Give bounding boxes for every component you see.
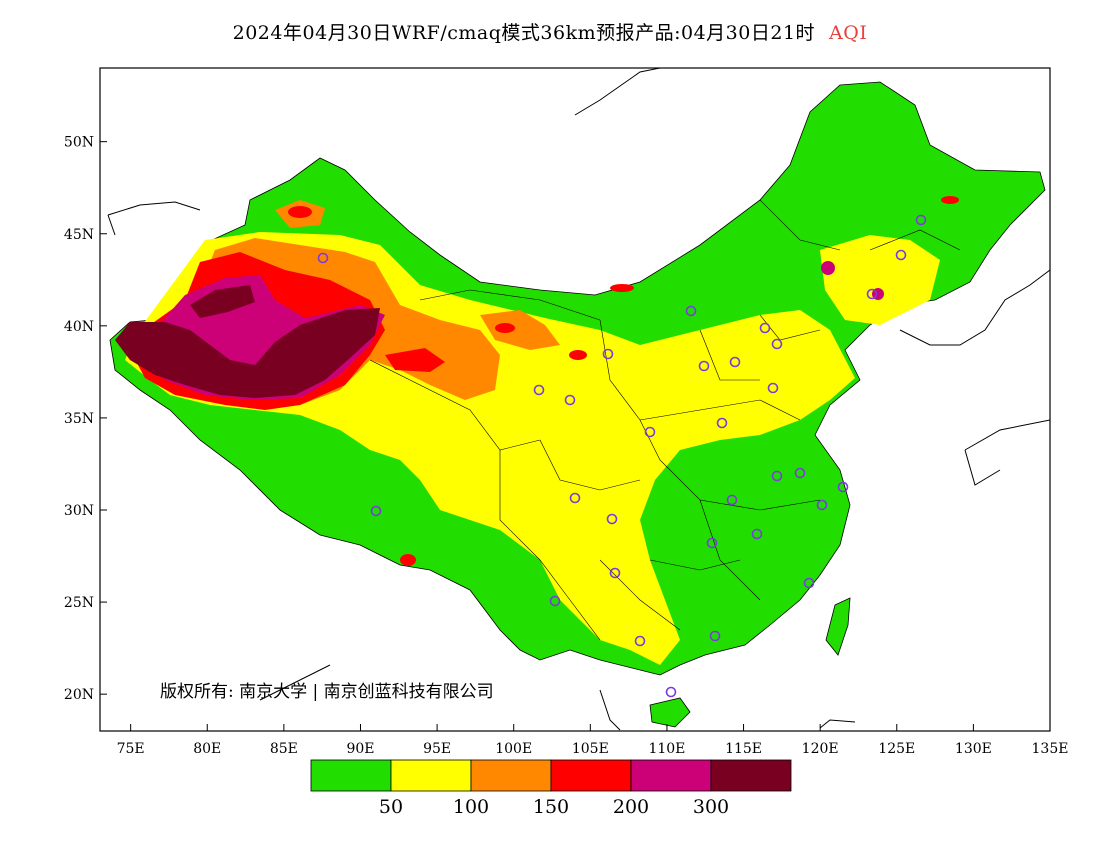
city-marker: [915, 214, 927, 226]
legend-threshold-label: 200: [613, 796, 649, 818]
legend-swatch: [630, 759, 712, 792]
aqi-hotspot: [400, 554, 416, 566]
city-marker: [709, 630, 721, 642]
aqi-hotspot: [495, 323, 515, 333]
lat-tick-label: 30N: [64, 503, 94, 519]
aqi-patch-maroon-north: [190, 285, 255, 318]
city-marker: [751, 528, 763, 540]
lon-tick-label: 105E: [572, 741, 609, 757]
legend-threshold-label: 50: [379, 796, 403, 818]
city-marker: [726, 494, 738, 506]
legend-swatch: [390, 759, 472, 792]
city-marker: [533, 384, 545, 396]
lat-tick-label: 40N: [64, 319, 94, 335]
city-markers: [317, 214, 927, 698]
longitude-axis: 75E 80E 85E 90E 95E 100E 105E 110E 115E 120E 125E 1…: [117, 724, 1069, 757]
city-marker: [895, 249, 907, 261]
city-marker: [729, 356, 741, 368]
lon-tick-label: 95E: [423, 741, 451, 757]
city-marker: [634, 635, 646, 647]
city-marker: [602, 348, 614, 360]
lat-tick-label: 20N: [64, 687, 94, 703]
lon-tick-label: 125E: [878, 741, 915, 757]
lat-tick-label: 25N: [64, 595, 94, 611]
lon-tick-label: 90E: [346, 741, 374, 757]
city-marker: [759, 322, 771, 334]
legend-threshold-label: 150: [533, 796, 569, 818]
lon-tick-label: 130E: [955, 741, 992, 757]
lon-tick-label: 110E: [648, 741, 685, 757]
lon-tick-label: 135E: [1032, 741, 1069, 757]
lon-tick-label: 100E: [495, 741, 532, 757]
city-marker: [771, 470, 783, 482]
city-marker: [716, 417, 728, 429]
aqi-hotspot: [569, 350, 587, 360]
legend-swatch: [710, 759, 792, 792]
city-marker: [370, 505, 382, 517]
city-marker: [569, 492, 581, 504]
province-boundaries: [369, 199, 961, 641]
legend-threshold-label: 100: [453, 796, 489, 818]
city-marker: [706, 537, 718, 549]
city-marker: [767, 382, 779, 394]
city-marker: [606, 513, 618, 525]
city-marker: [816, 499, 828, 511]
latitude-axis: 50N 45N 40N 35N 30N 25N 20N: [64, 135, 107, 703]
city-marker: [771, 338, 783, 350]
taiwan-island: [825, 597, 851, 656]
lon-tick-label: 115E: [725, 741, 762, 757]
city-marker: [644, 426, 656, 438]
aqi-patch-red-small: [385, 348, 445, 372]
city-marker: [609, 567, 621, 579]
map-title: 2024年04月30日WRF/cmaq模式36km预报产品:04月30日21时 A…: [0, 18, 1100, 45]
city-marker: [866, 288, 878, 300]
aqi-hotspot: [288, 206, 312, 218]
title-variable: AQI: [829, 22, 868, 44]
lat-tick-label: 35N: [64, 411, 94, 427]
title-main: 2024年04月30日WRF/cmaq模式36km预报产品:04月30日21时: [232, 22, 816, 44]
aqi-patch-orange-hexi: [480, 310, 560, 350]
legend-swatch: [310, 759, 392, 792]
city-marker: [698, 360, 710, 372]
city-marker: [665, 686, 677, 698]
aqi-zone-maroon: [115, 308, 380, 398]
lon-tick-label: 80E: [193, 741, 221, 757]
city-marker: [794, 467, 806, 479]
map-area: 版权所有: 南京大学 | 南京创蓝科技有限公司: [107, 68, 1050, 731]
hainan-island: [649, 697, 691, 728]
city-marker: [549, 595, 561, 607]
lon-tick-label: 85E: [270, 741, 298, 757]
lon-tick-label: 75E: [117, 741, 145, 757]
legend-threshold-label: 300: [693, 796, 729, 818]
city-marker: [803, 577, 815, 589]
city-marker: [685, 305, 697, 317]
lat-tick-label: 50N: [64, 135, 94, 151]
lon-tick-label: 120E: [802, 741, 839, 757]
city-marker: [837, 481, 849, 493]
city-marker: [564, 394, 576, 406]
legend-swatch: [550, 759, 632, 792]
copyright-text: 版权所有: 南京大学 | 南京创蓝科技有限公司: [160, 682, 494, 702]
aqi-patch-yellow-ne: [820, 235, 940, 325]
aqi-hotspot: [821, 261, 835, 275]
neighbour-coastlines: [107, 68, 1050, 731]
map-frame: [99, 67, 1051, 732]
city-marker: [317, 252, 329, 264]
aqi-legend: 50 100 150 200 300: [310, 759, 792, 818]
lat-tick-label: 45N: [64, 227, 94, 243]
legend-swatch: [470, 759, 552, 792]
aqi-hotspot: [941, 196, 959, 204]
aqi-hotspot: [610, 284, 634, 292]
